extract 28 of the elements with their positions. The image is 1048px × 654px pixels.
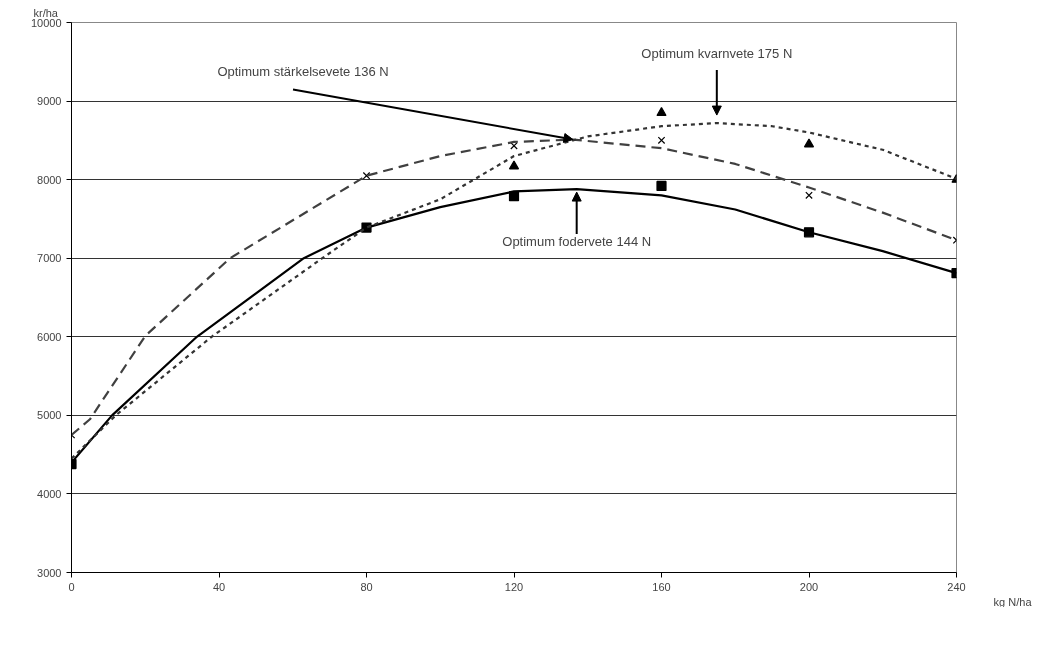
- x-tick-label: 160: [652, 580, 671, 593]
- x-tick-label: 80: [360, 580, 373, 593]
- y-tick-label: 8000: [37, 173, 62, 186]
- annotation: Optimum fodervete 144 N: [502, 233, 652, 249]
- point: [657, 136, 666, 145]
- y-tick-label: 6000: [37, 330, 62, 343]
- point: [805, 191, 813, 200]
- x-tick-label: 120: [504, 580, 524, 593]
- y-tick-label: 4000: [37, 487, 62, 500]
- y-tick-label: 10000: [30, 16, 62, 29]
- y-tick-label: 9000: [37, 95, 62, 108]
- point: [803, 138, 815, 148]
- point: [656, 180, 667, 192]
- point: [510, 142, 518, 150]
- y-tick-label: 7000: [37, 252, 62, 265]
- x-tick-label: 0: [68, 580, 75, 593]
- y-tick-label: 3000: [37, 566, 62, 579]
- x-tick-label: 200: [799, 580, 819, 593]
- annotation: Optimum stärkelsevete 136 N: [217, 64, 389, 80]
- x-axis-title: kg N/ha: [993, 595, 1033, 608]
- point: [362, 171, 371, 180]
- point: [508, 160, 520, 170]
- y-axis-title: kr/ha: [33, 6, 59, 19]
- annotation: Optimum kvarnvete 175 N: [641, 45, 793, 61]
- y-tick-label: 5000: [37, 409, 62, 422]
- x-tick-label: 40: [212, 580, 226, 593]
- x-tick-label: 240: [947, 580, 966, 593]
- point: [656, 107, 667, 117]
